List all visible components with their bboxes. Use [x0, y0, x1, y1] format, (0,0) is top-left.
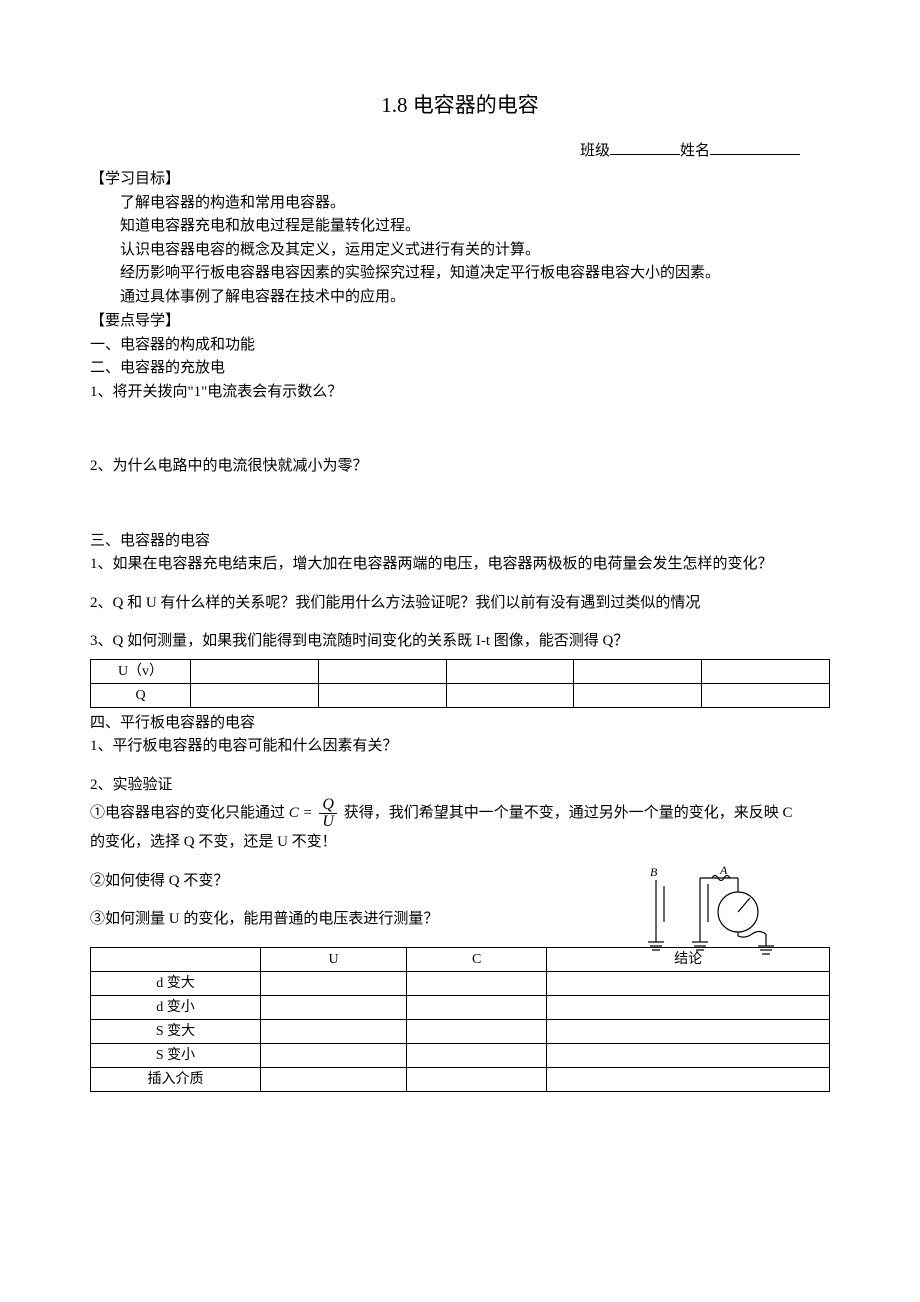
table-cell[interactable] — [318, 683, 446, 707]
table-cell[interactable] — [574, 683, 702, 707]
table-cell[interactable] — [547, 1043, 830, 1067]
table-row: S 变大 — [91, 1019, 830, 1043]
row-label: d 变小 — [91, 995, 261, 1019]
table-cell[interactable] — [318, 659, 446, 683]
text-fragment: ①电容器电容的变化只能通过 — [90, 805, 285, 821]
table-row: U（v） — [91, 659, 830, 683]
formula-eq: = — [303, 805, 313, 821]
table-cell[interactable] — [574, 659, 702, 683]
guide-heading: 【要点导学】 — [90, 310, 830, 333]
table-header: U — [261, 947, 407, 971]
table-row: Q — [91, 683, 830, 707]
clause-4-1-cont: 的变化，选择 Q 不变，还是 U 不变！ — [90, 831, 830, 854]
document-title: 1.8 电容器的电容 — [90, 90, 830, 122]
class-blank[interactable] — [610, 140, 680, 155]
table-cell[interactable] — [261, 995, 407, 1019]
label-b: B — [650, 865, 658, 879]
table-cell[interactable] — [446, 683, 574, 707]
name-label: 姓名 — [680, 143, 710, 159]
experiment-table: U C 结论 d 变大 d 变小 S 变大 S 变小 插入介质 — [90, 947, 830, 1092]
table-row: S 变小 — [91, 1043, 830, 1067]
name-blank[interactable] — [710, 140, 800, 155]
section-3: 三、电容器的电容 — [90, 530, 830, 553]
header-line: 班级 姓名 — [90, 140, 830, 163]
table-cell[interactable] — [261, 1043, 407, 1067]
row-label: 插入介质 — [91, 1067, 261, 1091]
formula-denominator: U — [319, 814, 337, 830]
row-label: S 变小 — [91, 1043, 261, 1067]
table-cell[interactable] — [547, 1067, 830, 1091]
row-label: U（v） — [91, 659, 191, 683]
table-row: 插入介质 — [91, 1067, 830, 1091]
goal-item: 经历影响平行板电容器电容因素的实验探究过程，知道决定平行板电容器电容大小的因素。 — [90, 262, 830, 285]
class-label: 班级 — [580, 143, 610, 159]
table-header: C — [407, 947, 547, 971]
section-4: 四、平行板电容器的电容 — [90, 712, 830, 735]
table-cell[interactable] — [407, 971, 547, 995]
formula-lhs: C — [289, 805, 299, 821]
question-4-1: 1、平行板电容器的电容可能和什么因素有关？ — [90, 735, 830, 758]
table-cell[interactable] — [261, 971, 407, 995]
table-cell[interactable] — [702, 659, 830, 683]
table-cell[interactable] — [191, 659, 319, 683]
table-cell[interactable] — [191, 683, 319, 707]
table-cell[interactable] — [407, 995, 547, 1019]
question-4-2: 2、实验验证 — [90, 774, 830, 797]
section-1: 一、电容器的构成和功能 — [90, 334, 830, 357]
goal-item: 了解电容器的构造和常用电容器。 — [90, 192, 830, 215]
question-3-3: 3、Q 如何测量，如果我们能得到电流随时间变化的关系既 I-t 图像，能否测得 … — [90, 630, 830, 653]
goals-heading: 【学习目标】 — [90, 168, 830, 191]
goal-item: 知道电容器充电和放电过程是能量转化过程。 — [90, 215, 830, 238]
circuit-diagram: B A — [642, 864, 802, 964]
table-cell[interactable] — [261, 1067, 407, 1091]
table-cell[interactable] — [547, 995, 830, 1019]
table-header — [91, 947, 261, 971]
section-2: 二、电容器的充放电 — [90, 357, 830, 380]
table-row: d 变大 — [91, 971, 830, 995]
row-label: S 变大 — [91, 1019, 261, 1043]
question-3-2: 2、Q 和 U 有什么样的关系呢？我们能用什么方法验证呢？我们以前有没有遇到过类… — [90, 592, 830, 615]
question-2-1: 1、将开关拨向"1"电流表会有示数么？ — [90, 381, 830, 404]
goal-item: 认识电容器电容的概念及其定义，运用定义式进行有关的计算。 — [90, 239, 830, 262]
table-cell[interactable] — [407, 1019, 547, 1043]
table-cell[interactable] — [407, 1067, 547, 1091]
row-label: d 变大 — [91, 971, 261, 995]
question-3-1: 1、如果在电容器充电结束后，增大加在电容器两端的电压，电容器两极板的电荷量会发生… — [90, 553, 830, 576]
formula-fraction: QU — [319, 797, 337, 830]
question-2-2: 2、为什么电路中的电流很快就减小为零？ — [90, 455, 830, 478]
row-label: Q — [91, 683, 191, 707]
table-cell[interactable] — [446, 659, 574, 683]
text-fragment: 获得，我们希望其中一个量不变，通过另外一个量的变化，来反映 C — [344, 805, 793, 821]
table-cell[interactable] — [547, 971, 830, 995]
table-cell[interactable] — [702, 683, 830, 707]
uv-q-table: U（v） Q — [90, 659, 830, 708]
table-cell[interactable] — [261, 1019, 407, 1043]
table-cell[interactable] — [547, 1019, 830, 1043]
table-cell[interactable] — [407, 1043, 547, 1067]
formula-numerator: Q — [319, 797, 337, 814]
table-row: d 变小 — [91, 995, 830, 1019]
clause-4-1: ①电容器电容的变化只能通过 C = QU 获得，我们希望其中一个量不变，通过另外… — [90, 797, 830, 830]
goal-item: 通过具体事例了解电容器在技术中的应用。 — [90, 286, 830, 309]
